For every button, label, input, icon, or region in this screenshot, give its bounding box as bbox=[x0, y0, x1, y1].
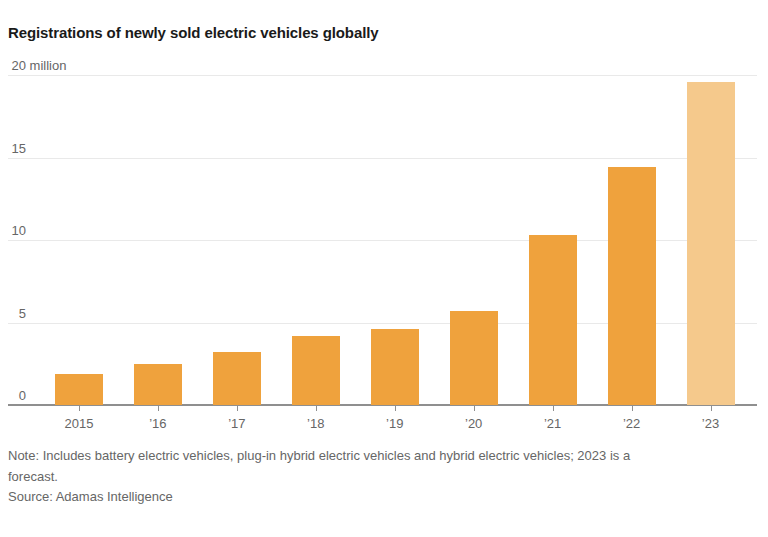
bar-20 bbox=[450, 311, 498, 405]
bar-19 bbox=[371, 329, 419, 405]
bar-2015 bbox=[55, 374, 103, 405]
y-tick-value: 5 bbox=[8, 306, 26, 321]
y-tick-label-10: 10 bbox=[8, 223, 26, 238]
bar-22 bbox=[608, 167, 656, 405]
x-tick-label-18: ’18 bbox=[284, 416, 348, 431]
chart-source: Source: Adamas Intelligence bbox=[8, 486, 173, 507]
y-tick-label-0: 0 bbox=[8, 388, 26, 403]
ev-registrations-figure: Registrations of newly sold electric veh… bbox=[0, 0, 768, 537]
y-tick-value: 0 bbox=[8, 388, 26, 403]
y-tick-value: 15 bbox=[8, 141, 26, 156]
gridline-20 bbox=[8, 75, 757, 76]
x-tick-18 bbox=[316, 406, 317, 411]
gridline-15 bbox=[8, 158, 757, 159]
y-tick-label-5: 5 bbox=[8, 306, 26, 321]
x-tick-2015 bbox=[79, 406, 80, 411]
y-tick-label-15: 15 bbox=[8, 141, 26, 156]
x-tick-label-22: ’22 bbox=[600, 416, 664, 431]
bar-chart-plot: 0 5 10 15 20 million 2015 ’16 ’17 ’18 ’19 ’20 ’21 ’2… bbox=[0, 0, 768, 445]
x-tick-label-2015: 2015 bbox=[47, 416, 111, 431]
x-tick-16 bbox=[158, 406, 159, 411]
x-tick-label-21: ’21 bbox=[521, 416, 585, 431]
x-tick-21 bbox=[553, 406, 554, 411]
x-tick-17 bbox=[237, 406, 238, 411]
bar-23-forecast bbox=[687, 82, 735, 405]
x-tick-22 bbox=[632, 406, 633, 411]
x-tick-20 bbox=[474, 406, 475, 411]
bar-17 bbox=[213, 352, 261, 405]
chart-note: Note: Includes battery electric vehicles… bbox=[8, 445, 762, 487]
bar-21 bbox=[529, 235, 577, 405]
x-tick-label-20: ’20 bbox=[442, 416, 506, 431]
y-tick-value: 10 bbox=[8, 223, 26, 238]
y-tick-label-20: 20 million bbox=[8, 58, 66, 73]
y-tick-value: 20 bbox=[8, 58, 26, 73]
x-tick-label-17: ’17 bbox=[205, 416, 269, 431]
bar-18 bbox=[292, 336, 340, 405]
x-tick-23 bbox=[711, 406, 712, 411]
x-tick-19 bbox=[395, 406, 396, 411]
y-axis-unit-label: million bbox=[26, 58, 66, 73]
x-tick-label-16: ’16 bbox=[126, 416, 190, 431]
x-tick-label-23: ’23 bbox=[679, 416, 743, 431]
x-tick-label-19: ’19 bbox=[363, 416, 427, 431]
bar-16 bbox=[134, 364, 182, 405]
